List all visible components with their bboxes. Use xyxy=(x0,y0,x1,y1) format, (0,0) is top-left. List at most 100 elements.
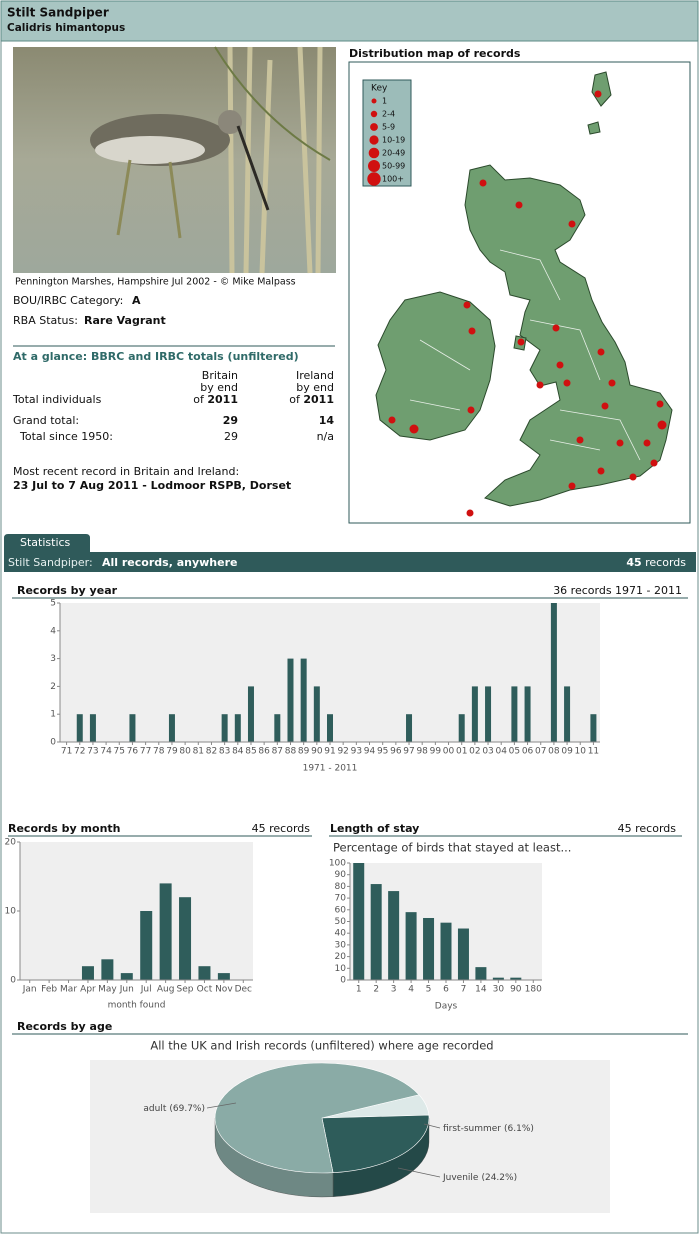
cell: 29 xyxy=(224,430,238,443)
x-tick-label: 84 xyxy=(232,747,244,757)
x-tick-label: 81 xyxy=(193,747,204,757)
y-tick-label: 3 xyxy=(50,654,56,664)
key-dot xyxy=(369,135,379,145)
x-tick-label: 83 xyxy=(219,747,230,757)
col-sub: by end xyxy=(200,381,238,394)
pie-label: Juvenile (24.2%) xyxy=(442,1173,517,1183)
cell: 14 xyxy=(319,414,335,427)
x-tick-label: 82 xyxy=(206,747,217,757)
category-value: A xyxy=(132,294,141,307)
chart-summary: 45 records xyxy=(252,822,311,835)
pie-label-value: (24.2%) xyxy=(481,1173,517,1183)
x-axis-label: Days xyxy=(435,1002,458,1012)
x-tick-label: Nov xyxy=(215,985,233,995)
map-title: Distribution map of records xyxy=(349,47,521,60)
y-tick-label: 40 xyxy=(335,929,347,939)
x-tick-label: Oct xyxy=(197,985,213,995)
leader xyxy=(397,1167,441,1178)
key-label: 10-19 xyxy=(382,136,405,145)
tab[interactable] xyxy=(4,534,90,552)
plot-area xyxy=(20,842,253,980)
filter-bar xyxy=(4,552,696,572)
y-tick-label: 4 xyxy=(50,626,56,636)
x-tick-label: May xyxy=(98,985,117,995)
x-tick-label: 75 xyxy=(114,747,125,757)
x-tick-label: 08 xyxy=(548,747,560,757)
chart-summary: 45 records xyxy=(618,822,677,835)
y-tick-label: 90 xyxy=(335,870,347,880)
x-tick-label: 14 xyxy=(475,985,487,995)
x-tick-label: 95 xyxy=(377,747,388,757)
x-tick-label: 07 xyxy=(535,747,546,757)
pie-side-shade xyxy=(215,1118,334,1198)
x-tick-label: 7 xyxy=(461,985,467,995)
row-label: Total since 1950: xyxy=(19,430,113,443)
x-tick-label: 94 xyxy=(364,747,376,757)
bar xyxy=(564,686,571,742)
bar xyxy=(550,603,557,742)
bar xyxy=(217,973,230,980)
x-tick-label: 74 xyxy=(100,747,112,757)
x-tick-label: 02 xyxy=(469,747,480,757)
x-tick-label: Dec xyxy=(235,985,252,995)
bar xyxy=(370,884,382,980)
x-tick-label: Jul xyxy=(140,985,152,995)
bar xyxy=(198,966,211,980)
photo xyxy=(13,46,336,274)
key-dot xyxy=(367,172,381,186)
y-tick-label: 0 xyxy=(340,976,346,986)
x-tick-label: 91 xyxy=(324,747,335,757)
y-tick-label: 30 xyxy=(335,940,347,950)
x-tick-label: 4 xyxy=(408,985,414,995)
chart-subtitle: All the UK and Irish records (unfiltered… xyxy=(150,1039,493,1053)
bar xyxy=(287,658,294,742)
pie-label-value: (69.7%) xyxy=(169,1104,205,1114)
row-header: Total individuals xyxy=(12,393,102,406)
tab-label[interactable]: Statistics xyxy=(20,536,71,549)
x-tick-label: Aug xyxy=(157,985,175,995)
pie-label-name: Juvenile xyxy=(442,1173,479,1183)
bar xyxy=(81,966,94,980)
pie-slice xyxy=(214,1062,420,1174)
x-tick-label: 78 xyxy=(153,747,165,757)
x-tick-label: 04 xyxy=(495,747,507,757)
bar xyxy=(327,714,333,742)
y-tick-label: 1 xyxy=(50,710,56,720)
bar xyxy=(405,912,417,980)
leader xyxy=(423,1123,441,1129)
x-axis-label: month found xyxy=(108,1001,166,1011)
x-tick-label: Mar xyxy=(60,985,77,995)
x-tick-label: 5 xyxy=(426,985,432,995)
bar xyxy=(388,891,400,980)
x-tick-label: 93 xyxy=(351,747,362,757)
header-band xyxy=(0,0,699,42)
x-tick-label: 09 xyxy=(561,747,573,757)
col-sub: by end xyxy=(296,381,334,394)
chart-subtitle: Percentage of birds that stayed at least… xyxy=(333,841,571,855)
bar xyxy=(221,714,228,742)
bar xyxy=(76,714,83,742)
x-tick-label: 85 xyxy=(245,747,256,757)
bar xyxy=(510,977,522,980)
bar xyxy=(274,714,281,742)
bar xyxy=(300,658,307,742)
leader xyxy=(206,1102,237,1109)
row-label: Grand total: xyxy=(13,414,79,427)
x-tick-label: 03 xyxy=(482,747,493,757)
key-dot xyxy=(371,98,377,104)
bar xyxy=(120,973,133,980)
x-tick-label: 30 xyxy=(493,985,505,995)
x-tick-label: Feb xyxy=(41,985,57,995)
x-tick-label: 05 xyxy=(509,747,520,757)
bar xyxy=(475,967,487,980)
key-label: 20-49 xyxy=(382,149,405,158)
x-tick-label: 98 xyxy=(416,747,428,757)
y-tick-label: 20 xyxy=(5,838,17,848)
photo-caption: Pennington Marshes, Hampshire Jul 2002 -… xyxy=(15,277,296,288)
y-tick-label: 60 xyxy=(335,905,347,915)
bar xyxy=(423,917,435,980)
bar xyxy=(313,686,320,742)
filter-species: Stilt Sandpiper: xyxy=(8,556,93,569)
x-tick-label: Apr xyxy=(80,985,96,995)
bar xyxy=(590,714,597,742)
